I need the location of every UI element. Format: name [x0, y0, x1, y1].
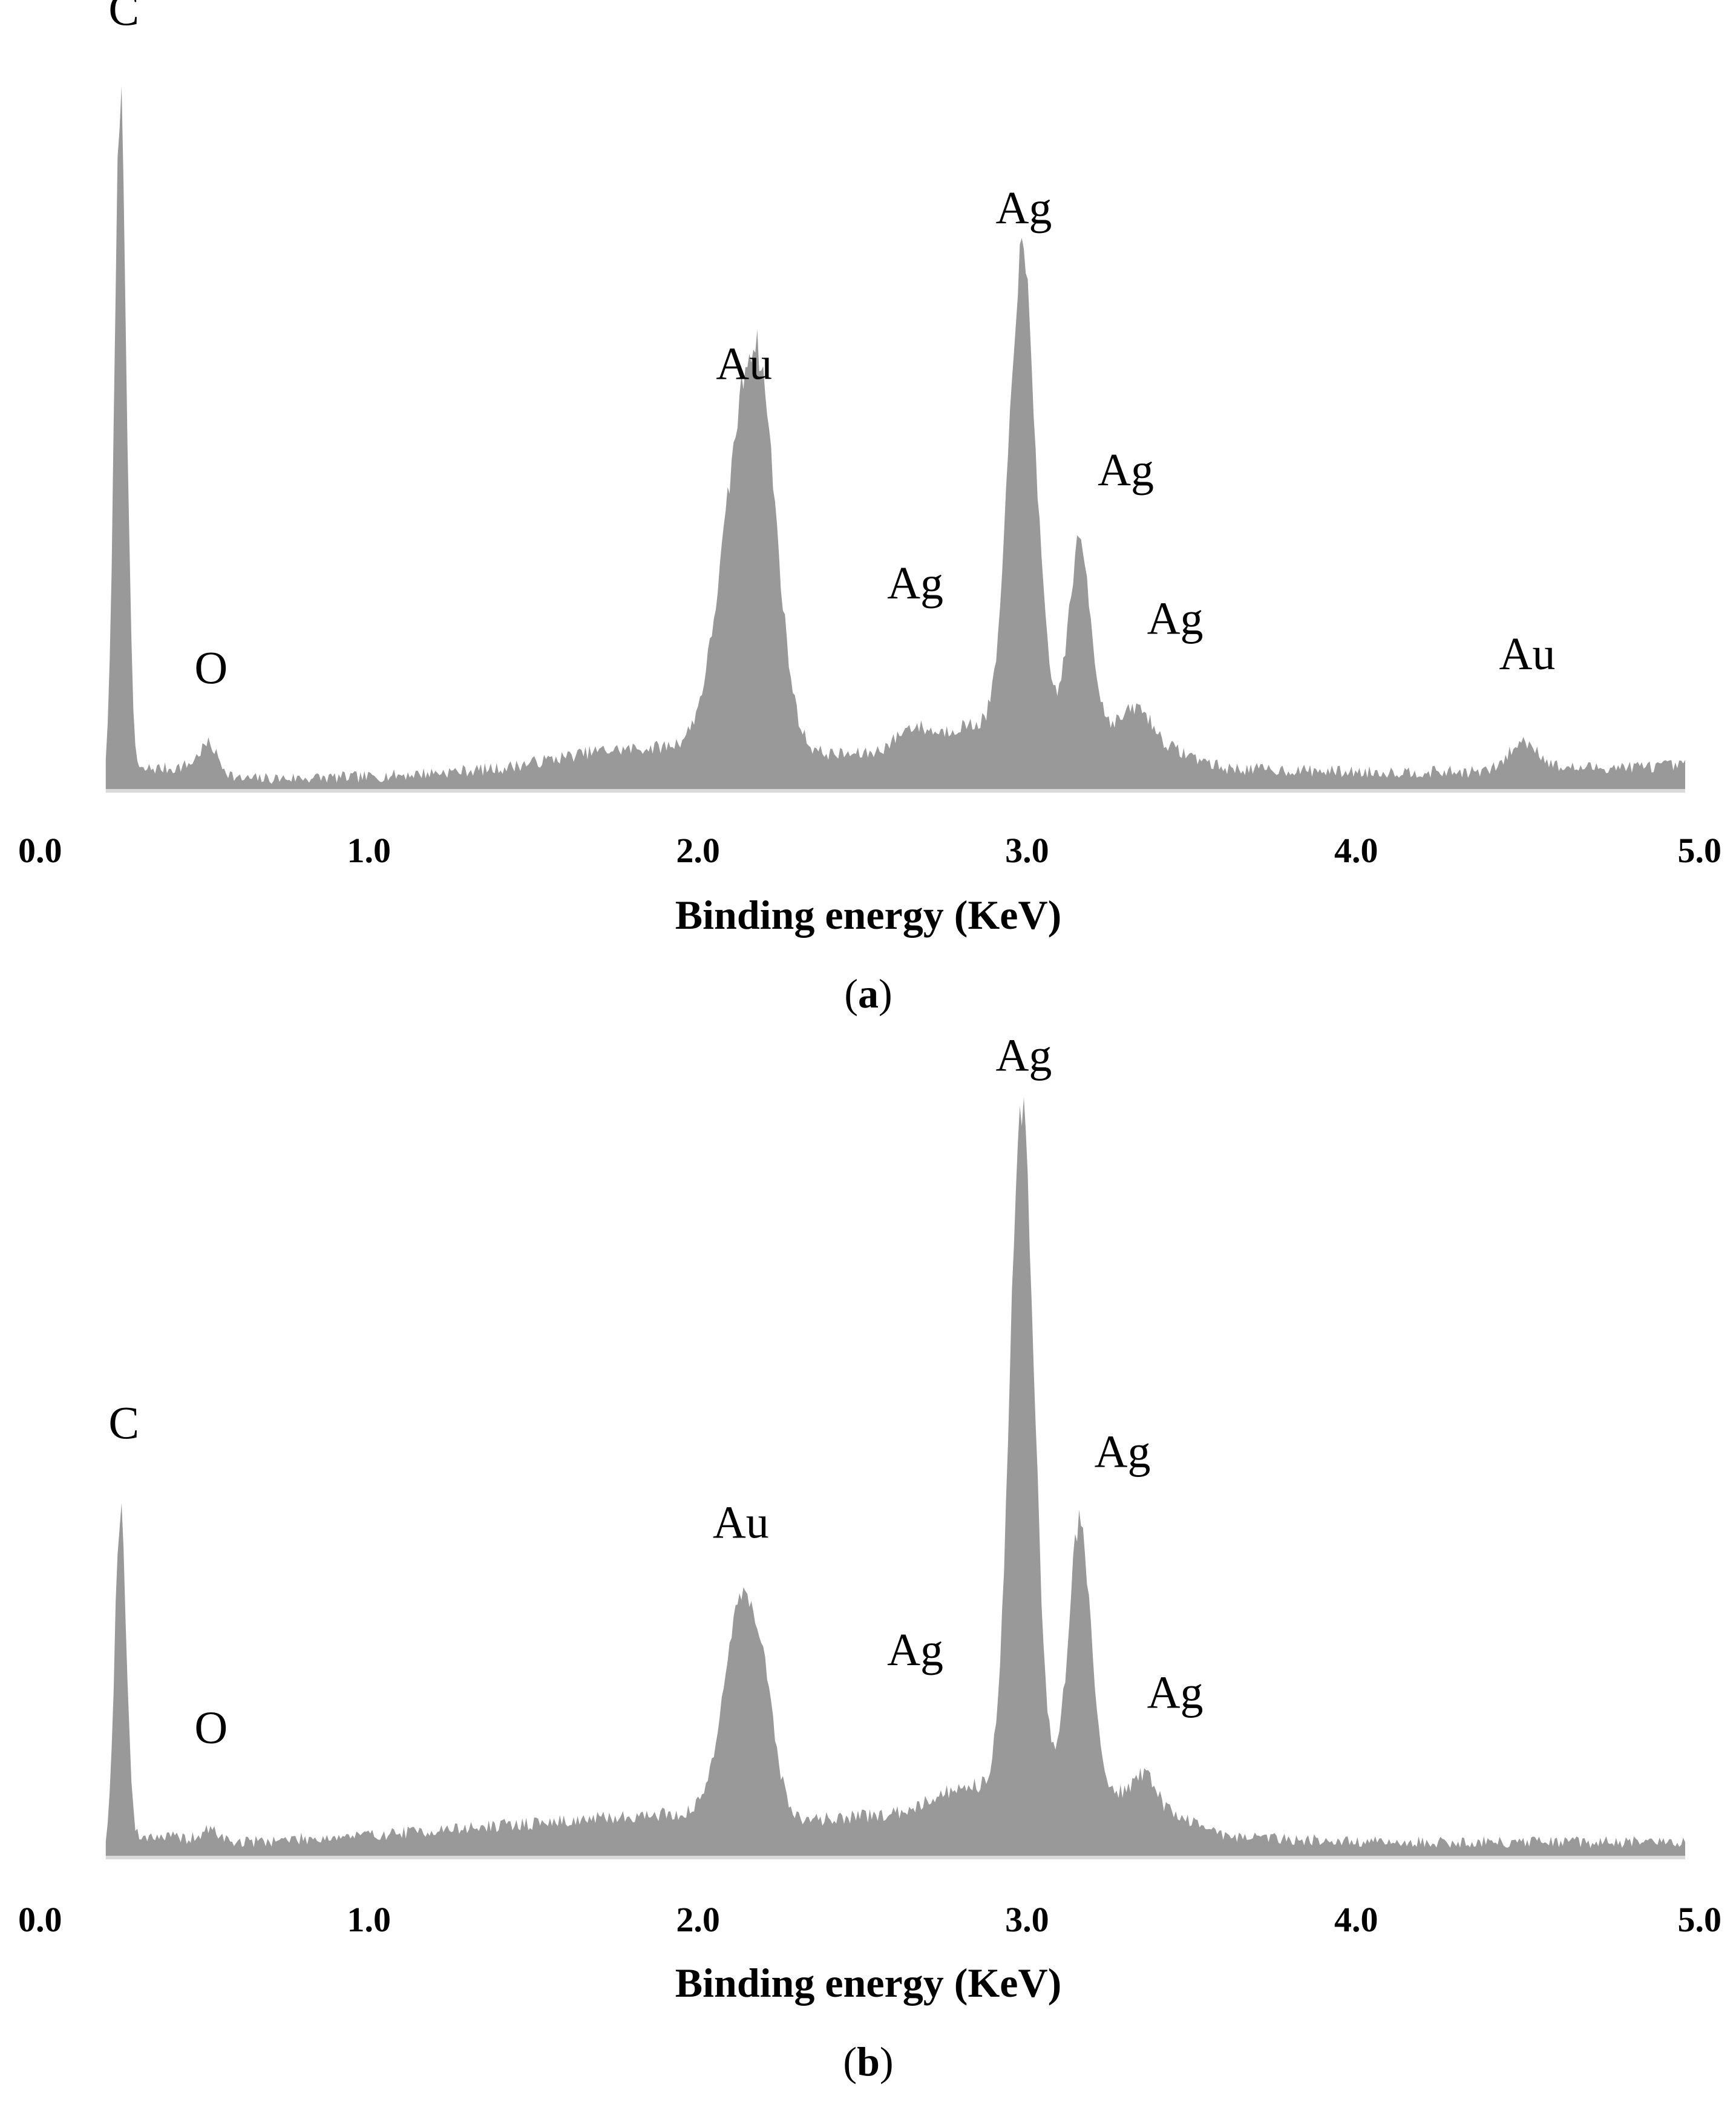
x-tick-label: 3.0	[1005, 831, 1049, 870]
x-tick-label: 3.0	[1005, 1900, 1049, 1939]
caption-letter: a	[858, 971, 879, 1017]
x-axis-title: Binding energy (KeV)	[675, 1960, 1061, 2006]
peak-label-ag: Ag	[996, 1030, 1052, 1081]
x-tick-label: 4.0	[1334, 831, 1378, 870]
peak-label-c: C	[108, 1398, 139, 1449]
caption-letter: b	[857, 2038, 880, 2084]
x-tick-label: 2.0	[676, 1900, 720, 1939]
peak-label-ag: Ag	[887, 1625, 943, 1675]
spectrum-area-b	[105, 1097, 1685, 1856]
panel-a-chart: 0.0 1.0 2.0 3.0 4.0 5.0 Binding energy (KeV) (a…	[18, 0, 1721, 1017]
peak-label-o: O	[194, 1703, 228, 1753]
caption-close-paren: )	[880, 2038, 894, 2084]
x-tick-label: 0.0	[18, 831, 62, 870]
panel-b-chart: 0.0 1.0 2.0 3.0 4.0 5.0 Binding energy (KeV) (b…	[18, 1030, 1721, 2084]
panel-caption: (a)	[844, 971, 892, 1017]
peak-label-ag: Ag	[1147, 1667, 1204, 1718]
x-tick-label: 0.0	[18, 1900, 62, 1939]
peak-label-o: O	[194, 643, 228, 694]
peak-label-ag: Ag	[1098, 445, 1154, 496]
x-axis-title: Binding energy (KeV)	[675, 892, 1061, 938]
x-tick-label: 5.0	[1678, 831, 1722, 870]
caption-close-paren: )	[879, 971, 893, 1017]
caption-open-paren: (	[844, 971, 858, 1017]
x-tick-label: 5.0	[1678, 1900, 1722, 1939]
caption-open-paren: (	[843, 2038, 857, 2084]
peak-label-au: Au	[716, 338, 772, 389]
peak-label-c: C	[108, 0, 139, 35]
peak-label-ag: Ag	[1147, 594, 1204, 644]
x-tick-label: 2.0	[676, 831, 720, 870]
peak-label-ag: Ag	[1095, 1427, 1151, 1478]
spectrum-area-a	[105, 86, 1685, 790]
peak-label-ag: Ag	[996, 183, 1052, 234]
x-tick-label: 1.0	[347, 1900, 391, 1939]
peak-label-ag: Ag	[887, 558, 943, 609]
x-tick-label: 1.0	[347, 831, 391, 870]
peak-label-au: Au	[713, 1498, 769, 1548]
x-tick-label: 4.0	[1334, 1900, 1378, 1939]
peak-label-au: Au	[1499, 629, 1556, 679]
panel-caption: (b)	[843, 2038, 893, 2084]
